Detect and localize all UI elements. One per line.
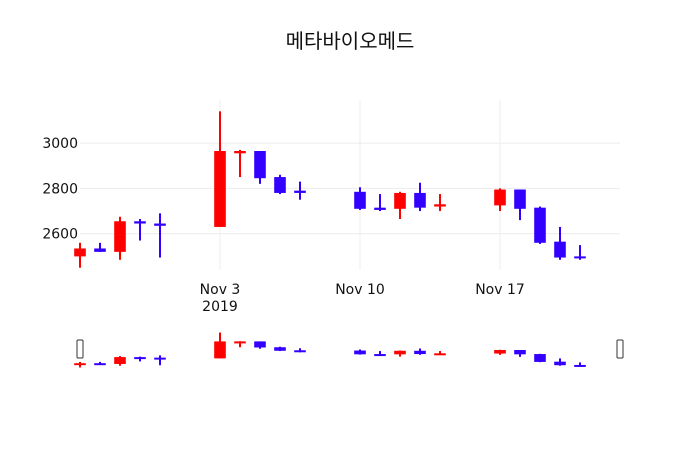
range-slider-candle — [414, 350, 426, 355]
range-slider-candle — [534, 354, 546, 362]
x-year-label: 2019 — [202, 299, 238, 315]
candle-body — [214, 151, 226, 227]
range-slider-candle — [574, 364, 586, 367]
y-tick-label: 2600 — [42, 227, 78, 243]
range-slider-candle — [514, 350, 526, 355]
candle-body — [74, 248, 86, 257]
candle-body — [94, 248, 106, 252]
x-tick-label: Nov 17 — [475, 282, 525, 298]
y-tick-label: 3000 — [42, 136, 78, 152]
candle-body — [114, 221, 126, 252]
range-slider-candle — [274, 347, 286, 351]
range-slider-left-handle[interactable] — [76, 339, 84, 359]
candle-body — [154, 223, 166, 226]
candle-body — [434, 204, 446, 207]
chart-title: 메타바이오메드 — [286, 29, 415, 53]
candle-body — [134, 221, 146, 224]
candle-body — [274, 177, 286, 193]
range-slider-candle — [94, 363, 106, 366]
range-slider[interactable] — [74, 332, 624, 368]
range-slider-candle — [374, 354, 386, 357]
candle-body — [254, 151, 266, 179]
main-candles — [74, 111, 586, 268]
candle-body — [574, 256, 586, 259]
range-slider-candle — [494, 350, 506, 354]
range-slider-candle — [554, 361, 566, 366]
candle-body — [234, 151, 246, 154]
range-slider-right-handle[interactable] — [616, 339, 624, 359]
range-slider-candle — [154, 357, 166, 360]
range-slider-candle — [214, 341, 226, 359]
range-slider-candle — [394, 350, 406, 355]
range-slider-candle — [434, 353, 446, 356]
range-slider-candle — [114, 357, 126, 364]
candle-body — [374, 207, 386, 210]
range-slider-candle — [254, 341, 266, 348]
range-slider-candle — [74, 363, 86, 366]
x-tick-label: Nov 3 — [200, 282, 241, 298]
candle-body — [394, 192, 406, 209]
y-tick-label: 2800 — [42, 181, 78, 197]
range-slider-candle — [134, 357, 146, 360]
candle-body — [534, 207, 546, 243]
grid-layer — [80, 100, 620, 270]
range-slider-candle — [234, 341, 246, 344]
x-tick-label: Nov 10 — [335, 282, 385, 298]
candle-body — [554, 241, 566, 258]
axis-labels: 2600 2800 3000 Nov 3 Nov 10 Nov 17 2019 — [42, 136, 524, 315]
range-slider-candle — [294, 350, 306, 353]
candle-body — [294, 190, 306, 193]
candle-body — [414, 192, 426, 208]
candle-body — [354, 191, 366, 209]
range-slider-candle — [354, 350, 366, 355]
candle-body — [514, 189, 526, 209]
candle-body — [494, 189, 506, 206]
